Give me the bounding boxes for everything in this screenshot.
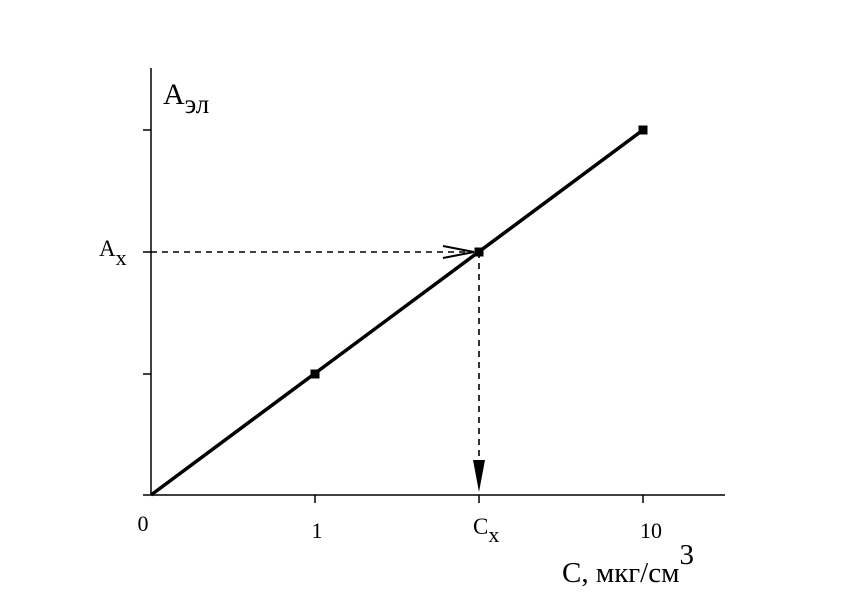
x-marker-label: Cx — [473, 514, 499, 547]
x-tick-label: 10 — [640, 518, 662, 543]
label-main: C, мкг/см — [562, 557, 679, 589]
label-sub: x — [116, 245, 127, 270]
x-tick-label: 1 — [312, 518, 323, 543]
calibration-line — [149, 128, 645, 497]
x-tick-label: 0 — [138, 511, 149, 536]
points — [310, 125, 648, 379]
x-ticks — [314, 495, 644, 503]
x-axis-label: C, мкг/см3 — [562, 539, 694, 589]
label-sup: 3 — [679, 539, 694, 571]
arrow-head — [473, 460, 485, 492]
label-sub: x — [488, 522, 499, 547]
label-main: A — [99, 236, 116, 261]
label-main: A — [163, 78, 185, 111]
label-sub: эл — [185, 89, 210, 119]
y-marker-label: Ax — [99, 236, 127, 270]
arrow-head — [442, 245, 475, 259]
y-axis-label: Aэл — [163, 78, 209, 119]
y-ticks — [143, 129, 151, 375]
label-main: C — [473, 514, 488, 539]
